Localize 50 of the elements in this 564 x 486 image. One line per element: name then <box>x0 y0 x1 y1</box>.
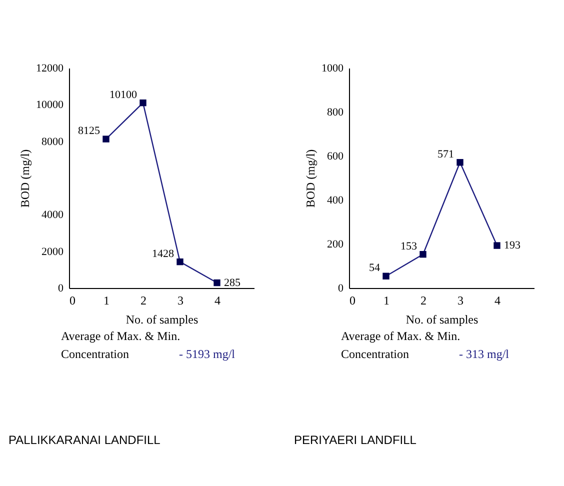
text: Concentration <box>341 347 409 361</box>
y-tick-label: 400 <box>327 194 344 206</box>
data-label: 1428 <box>152 248 174 260</box>
x-tick-label: 0 <box>70 294 76 308</box>
point <box>176 258 184 266</box>
y-tick-label: 8000 <box>42 136 64 148</box>
y-tick-label: 4000 <box>42 209 64 222</box>
x-tick-label: 3 <box>178 294 184 308</box>
x-axis-title: No. of samples <box>406 312 478 326</box>
y-tick-label: 2000 <box>42 246 64 258</box>
data-label: 54 <box>369 262 380 274</box>
data-label: 285 <box>224 276 241 289</box>
x-tick-label: 0 <box>350 294 356 308</box>
y-tick-label: 12000 <box>36 62 64 74</box>
x-tick-label: 1 <box>384 294 390 308</box>
x-axis-title: No. of samples <box>126 312 198 326</box>
point <box>494 242 500 249</box>
point <box>140 99 146 106</box>
point <box>420 250 426 258</box>
y-tick-label: 10000 <box>36 99 64 112</box>
data-label: 8125 <box>78 125 100 138</box>
x-tick-label: 4 <box>214 294 220 308</box>
y-tick-label: 1000 <box>322 62 344 74</box>
text: - 5193 mg/l <box>179 347 236 361</box>
y-axis-title: BOD (mg/l) <box>18 149 32 208</box>
point <box>102 136 110 142</box>
x-tick-label: 3 <box>458 294 464 308</box>
y-tick-label: 800 <box>327 106 344 118</box>
y-tick-label: 0 <box>58 282 64 294</box>
point <box>456 159 464 166</box>
data-label: 571 <box>438 148 454 160</box>
x-tick-label: 4 <box>494 294 500 308</box>
y-axis-title: BOD (mg/l) <box>304 149 318 208</box>
text: - 313 mg/l <box>459 347 510 361</box>
y-tick-label: 200 <box>327 238 344 250</box>
text: Average of Max. & Min. <box>61 329 180 343</box>
text: Average of Max. & Min. <box>341 329 460 343</box>
x-tick-label: 2 <box>140 294 146 308</box>
x-tick-label: 2 <box>420 294 426 308</box>
text: Concentration <box>61 347 129 361</box>
data-label: 10100 <box>110 88 138 101</box>
text: PERIYAERI LANDFILL <box>294 433 417 447</box>
text: PALLIKKARANAI LANDFILL <box>8 433 161 447</box>
point <box>382 272 390 280</box>
y-tick-label: 600 <box>327 150 344 162</box>
y-tick-label: 0 <box>338 282 344 294</box>
data-label: 153 <box>400 240 418 252</box>
point <box>214 279 220 286</box>
x-tick-label: 1 <box>104 294 110 308</box>
data-label: 193 <box>504 240 521 252</box>
